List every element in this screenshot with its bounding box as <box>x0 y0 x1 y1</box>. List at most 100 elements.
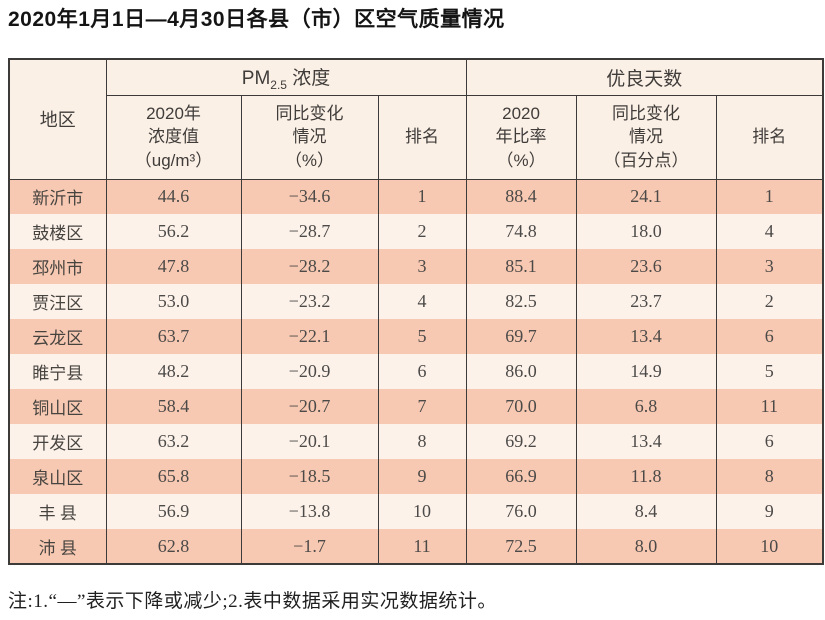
days-rank-cell: 9 <box>715 494 824 529</box>
col-header-days-ratio: 2020 年比率 （%） <box>465 95 577 180</box>
pm-change-cell: −28.2 <box>240 249 378 284</box>
region-cell: 睢宁县 <box>8 354 106 389</box>
region-cell: 铜山区 <box>8 389 106 424</box>
days-rank-cell: 10 <box>715 529 824 564</box>
pm-rank-cell: 8 <box>377 424 467 459</box>
pm-rank-cell: 11 <box>377 529 467 564</box>
pm-change-cell: −1.7 <box>240 529 378 564</box>
col-header-days-rank: 排名 <box>715 95 824 180</box>
table-row: 铜山区 58.4 −20.7 7 70.0 6.8 11 <box>8 389 824 424</box>
region-cell: 邳州市 <box>8 249 106 284</box>
table-row: 开发区 63.2 −20.1 8 69.2 13.4 6 <box>8 424 824 459</box>
pm25-label-prefix: PM <box>241 67 271 89</box>
pm-value-cell: 62.8 <box>105 529 241 564</box>
page-title: 2020年1月1日—4月30日各县（市）区空气质量情况 <box>8 8 505 31</box>
header-sub-row: 2020年 浓度值 （ug/m³） 同比变化 情况 （%） 排名 2020 年比… <box>9 95 824 180</box>
pm-value-cell: 56.2 <box>105 214 241 249</box>
region-cell: 新沂市 <box>8 179 106 214</box>
col-header-days-change: 同比变化 情况 （百分点） <box>575 95 717 180</box>
days-rank-cell: 4 <box>715 214 824 249</box>
pm-rank-cell: 4 <box>377 284 467 319</box>
pm-change-cell: −34.6 <box>240 179 378 214</box>
region-cell: 云龙区 <box>8 319 106 354</box>
table-row: 睢宁县 48.2 −20.9 6 86.0 14.9 5 <box>8 354 824 389</box>
days-rank-cell: 8 <box>715 459 824 494</box>
region-cell: 沛 县 <box>8 529 106 564</box>
region-cell: 丰 县 <box>8 494 106 529</box>
table-row: 丰 县 56.9 −13.8 10 76.0 8.4 9 <box>8 494 824 529</box>
days-rank-cell: 1 <box>715 179 824 214</box>
days-ratio-cell: 69.7 <box>465 319 577 354</box>
days-ratio-cell: 86.0 <box>465 354 577 389</box>
days-rank-cell: 5 <box>715 354 824 389</box>
pm-rank-cell: 5 <box>377 319 467 354</box>
pm-rank-cell: 3 <box>377 249 467 284</box>
pm-change-cell: −13.8 <box>240 494 378 529</box>
table-row: 贾汪区 53.0 −23.2 4 82.5 23.7 2 <box>8 284 824 319</box>
days-ratio-cell: 70.0 <box>465 389 577 424</box>
region-cell: 开发区 <box>8 424 106 459</box>
col-header-pm-change: 同比变化 情况 （%） <box>240 95 378 180</box>
days-change-cell: 8.0 <box>575 529 717 564</box>
days-change-cell: 23.6 <box>575 249 717 284</box>
days-rank-cell: 6 <box>715 424 824 459</box>
table-row: 新沂市 44.6 −34.6 1 88.4 24.1 1 <box>8 179 824 214</box>
air-quality-table: 地区 PM2.5 浓度 优良天数 2020年 浓度值 （ug/m³） 同比变化 … <box>8 58 825 565</box>
pm-change-cell: −22.1 <box>240 319 378 354</box>
days-rank-cell: 11 <box>715 389 824 424</box>
table-row: 邳州市 47.8 −28.2 3 85.1 23.6 3 <box>8 249 824 284</box>
header-group-row: 地区 PM2.5 浓度 优良天数 <box>8 59 824 180</box>
pm-rank-cell: 10 <box>377 494 467 529</box>
days-change-cell: 18.0 <box>575 214 717 249</box>
pm-rank-cell: 1 <box>377 179 467 214</box>
pm-value-cell: 44.6 <box>105 179 241 214</box>
days-ratio-cell: 76.0 <box>465 494 577 529</box>
pm-value-cell: 56.9 <box>105 494 241 529</box>
region-cell: 贾汪区 <box>8 284 106 319</box>
pm-change-cell: −20.1 <box>240 424 378 459</box>
pm-change-cell: −23.2 <box>240 284 378 319</box>
region-cell: 鼓楼区 <box>8 214 106 249</box>
pm-value-cell: 47.8 <box>105 249 241 284</box>
days-ratio-cell: 85.1 <box>465 249 577 284</box>
table-header: 地区 PM2.5 浓度 优良天数 2020年 浓度值 （ug/m³） 同比变化 … <box>8 59 824 180</box>
pm-value-cell: 65.8 <box>105 459 241 494</box>
col-header-region: 地区 <box>8 59 106 180</box>
days-change-cell: 13.4 <box>575 319 717 354</box>
pm-change-cell: −20.9 <box>240 354 378 389</box>
days-change-cell: 6.8 <box>575 389 717 424</box>
pm25-label-suffix: 浓度 <box>286 67 331 89</box>
table-row: 泉山区 65.8 −18.5 9 66.9 11.8 8 <box>8 459 824 494</box>
table-row: 鼓楼区 56.2 −28.7 2 74.8 18.0 4 <box>8 214 824 249</box>
days-ratio-cell: 74.8 <box>465 214 577 249</box>
pm-change-cell: −18.5 <box>240 459 378 494</box>
pm-value-cell: 63.2 <box>105 424 241 459</box>
days-rank-cell: 3 <box>715 249 824 284</box>
days-ratio-cell: 88.4 <box>465 179 577 214</box>
days-change-cell: 14.9 <box>575 354 717 389</box>
days-rank-cell: 6 <box>715 319 824 354</box>
pm-rank-cell: 9 <box>377 459 467 494</box>
days-ratio-cell: 69.2 <box>465 424 577 459</box>
pm-value-cell: 58.4 <box>105 389 241 424</box>
days-rank-cell: 2 <box>715 284 824 319</box>
pm-rank-cell: 7 <box>377 389 467 424</box>
table-row: 云龙区 63.7 −22.1 5 69.7 13.4 6 <box>8 319 824 354</box>
col-header-pm-value: 2020年 浓度值 （ug/m³） <box>105 95 241 180</box>
days-change-cell: 8.4 <box>575 494 717 529</box>
pm-change-cell: −20.7 <box>240 389 378 424</box>
pm-rank-cell: 2 <box>377 214 467 249</box>
table-row: 沛 县 62.8 −1.7 11 72.5 8.0 10 <box>8 529 824 564</box>
days-ratio-cell: 66.9 <box>465 459 577 494</box>
pm-change-cell: −28.7 <box>240 214 378 249</box>
days-change-cell: 13.4 <box>575 424 717 459</box>
days-change-cell: 23.7 <box>575 284 717 319</box>
region-cell: 泉山区 <box>8 459 106 494</box>
table-body: 新沂市 44.6 −34.6 1 88.4 24.1 1 鼓楼区 56.2 −2… <box>8 179 824 564</box>
pm-value-cell: 48.2 <box>105 354 241 389</box>
days-change-cell: 24.1 <box>575 179 717 214</box>
pm25-label-subscript: 2.5 <box>270 77 287 92</box>
col-group-pm25: PM2.5 浓度 <box>105 59 467 96</box>
days-ratio-cell: 82.5 <box>465 284 577 319</box>
